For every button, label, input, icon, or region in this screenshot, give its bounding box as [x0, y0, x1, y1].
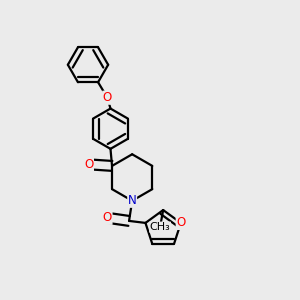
Text: O: O [103, 211, 112, 224]
Text: CH₃: CH₃ [150, 222, 170, 232]
Text: O: O [84, 158, 93, 171]
Text: O: O [103, 91, 112, 104]
Text: N: N [128, 194, 136, 207]
Text: O: O [176, 216, 185, 230]
